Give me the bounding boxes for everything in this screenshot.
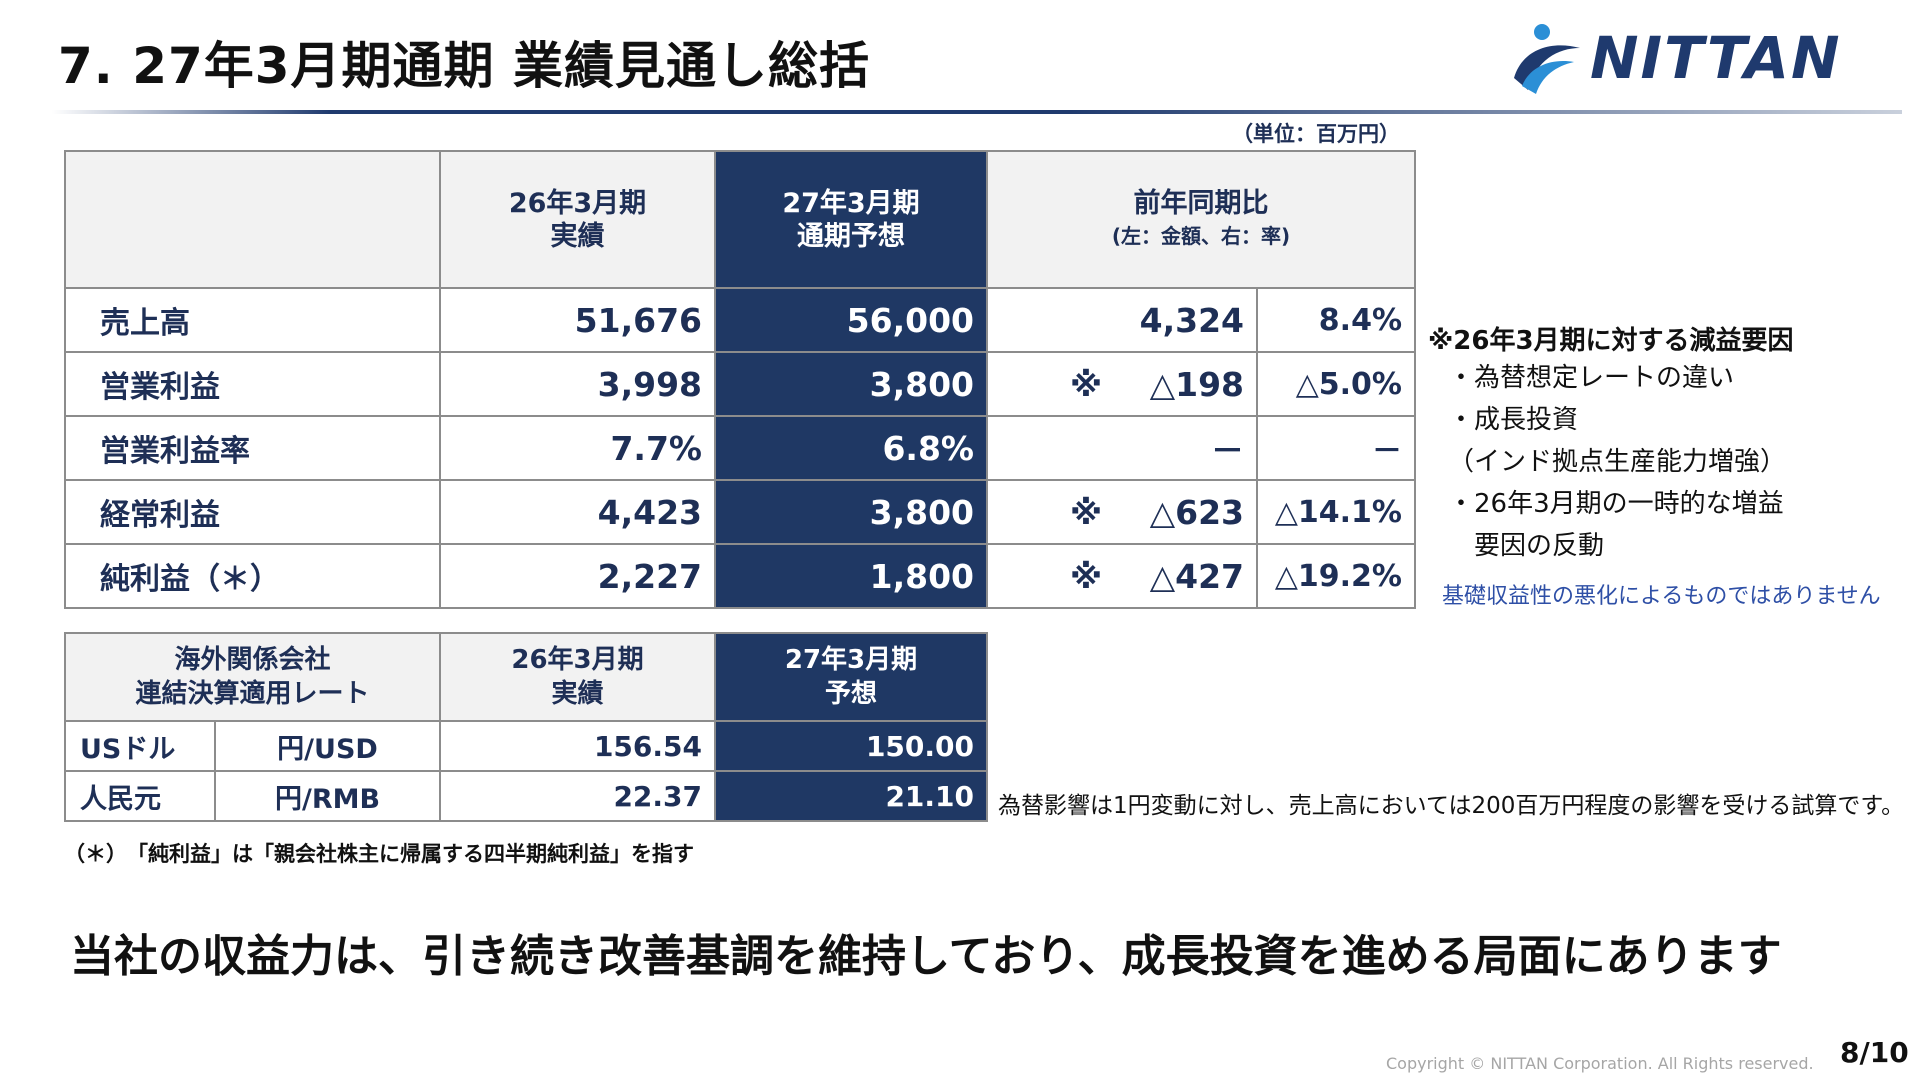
note-mark: ※ — [1070, 492, 1103, 532]
row-label: 売上高 — [64, 287, 441, 353]
page-number: 8/10 — [1840, 1036, 1909, 1069]
fx-header-fy26: 26年3月期 実績 — [439, 632, 717, 722]
yoy-rate: △14.1% — [1256, 479, 1416, 545]
header-yoy: 前年同期比 (左：金額、右：率) — [986, 150, 1416, 289]
row-label: 経常利益 — [64, 479, 441, 545]
header-fy27-line1: 27年3月期 — [782, 187, 920, 219]
yoy-diff-cell: ※ △427 — [986, 543, 1258, 609]
yoy-rate: △5.0% — [1256, 351, 1416, 417]
fx-fy27-value: 21.10 — [714, 770, 989, 822]
fy26-value: 3,998 — [439, 351, 716, 417]
table-row: 人民元 円/RMB 22.37 21.10 — [64, 770, 989, 822]
currency-name: USドル — [64, 720, 216, 772]
fx-header-row: 海外関係会社 連結決算適用レート 26年3月期 実績 27年3月期 予想 — [63, 632, 989, 722]
list-item: 要因の反動 — [1448, 531, 1605, 561]
fx-impact-note: 為替影響は1円変動に対し、売上高においては200百万円程度の影響を受ける試算です… — [998, 793, 1905, 819]
list-item: ・成長投資 — [1448, 405, 1579, 435]
fx-fy26-value: 22.37 — [439, 770, 717, 822]
fx-header-fy27-line2: 予想 — [825, 679, 878, 709]
key-message: 当社の収益力は、引き続き改善基調を維持しており、成長投資を進める局面にあります — [70, 931, 1782, 982]
logo-swoosh-icon — [1514, 24, 1580, 94]
fy26-value: 4,423 — [439, 479, 716, 545]
header-yoy-line1: 前年同期比 — [1133, 187, 1269, 219]
table-row: 売上高 51,676 56,000 4,324 8.4% — [64, 287, 1416, 353]
fx-header-label-line1: 海外関係会社 — [174, 645, 331, 675]
fx-fy27-value: 150.00 — [714, 720, 989, 772]
note-mark: ※ — [1070, 364, 1103, 404]
forecast-summary-table: 26年3月期 実績 27年3月期 通期予想 前年同期比 (左：金額、右：率) 売… — [64, 150, 1416, 609]
fy27-value: 6.8% — [714, 415, 988, 481]
yoy-diff: － — [1211, 431, 1244, 470]
table-row: USドル 円/USD 156.54 150.00 — [64, 720, 989, 772]
yoy-diff: 4,324 — [1139, 300, 1244, 340]
table-row: 営業利益率 7.7% 6.8% － － — [64, 415, 1416, 481]
row-label: 営業利益 — [64, 351, 441, 417]
fx-header-fy26-line1: 26年3月期 — [511, 645, 644, 675]
yoy-diff-cell: ※ △198 — [986, 351, 1258, 417]
note-mark: ※ — [1070, 556, 1103, 596]
list-item: ・26年3月期の一時的な増益 — [1448, 489, 1784, 519]
header-yoy-line2: (左：金額、右：率) — [1111, 223, 1291, 248]
header-fy27-line2: 通期予想 — [797, 220, 905, 252]
fx-header-fy27-line1: 27年3月期 — [784, 645, 918, 675]
header-empty-cell — [64, 150, 441, 289]
fy27-value: 3,800 — [714, 479, 988, 545]
yoy-diff: △623 — [1149, 492, 1244, 532]
row-label: 純利益（＊） — [64, 543, 441, 609]
header-fy26-actual: 26年3月期 実績 — [439, 150, 716, 289]
fy26-value: 7.7% — [439, 415, 716, 481]
basic-profitability-note: 基礎収益性の悪化によるものではありません — [1442, 584, 1881, 609]
list-item: ・為替想定レートの違い — [1448, 363, 1735, 393]
yoy-diff-cell: 4,324 — [986, 287, 1258, 353]
fx-rate-table: 海外関係会社 連結決算適用レート 26年3月期 実績 27年3月期 予想 USド… — [63, 632, 989, 822]
table-row: 営業利益 3,998 3,800 ※ △198 △5.0% — [64, 351, 1416, 417]
fx-header-label: 海外関係会社 連結決算適用レート — [63, 632, 442, 722]
decline-factors-title: ※26年3月期に対する減益要因 — [1428, 326, 1794, 356]
page-title: 7. 27年3月期通期 業績見通し総括 — [58, 37, 870, 95]
row-label: 営業利益率 — [64, 415, 441, 481]
yoy-diff-cell: － — [986, 415, 1258, 481]
fx-fy26-value: 156.54 — [439, 720, 717, 772]
net-income-footnote: （＊） 「純利益」は「親会社株主に帰属する四半期純利益」を指す — [64, 842, 694, 866]
header-fy26-line1: 26年3月期 — [508, 187, 647, 219]
table-row: 経常利益 4,423 3,800 ※ △623 △14.1% — [64, 479, 1416, 545]
fy26-value: 51,676 — [439, 287, 716, 353]
fy26-value: 2,227 — [439, 543, 716, 609]
table-header-row: 26年3月期 実績 27年3月期 通期予想 前年同期比 (左：金額、右：率) — [64, 150, 1416, 289]
header-fy26-line2: 実績 — [550, 220, 605, 252]
fx-header-fy26-line2: 実績 — [551, 679, 604, 709]
yoy-diff-cell: ※ △623 — [986, 479, 1258, 545]
copyright: Copyright © NITTAN Corporation. All Righ… — [1386, 1054, 1814, 1073]
currency-unit: 円/RMB — [213, 770, 442, 822]
yoy-rate: － — [1256, 415, 1416, 481]
yoy-rate: △19.2% — [1256, 543, 1416, 609]
table-row: 純利益（＊） 2,227 1,800 ※ △427 △19.2% — [64, 543, 1416, 609]
nittan-logo: NITTAN — [1508, 20, 1898, 98]
yoy-diff: △427 — [1149, 556, 1244, 596]
fx-header-label-line2: 連結決算適用レート — [135, 679, 370, 709]
fx-header-fy27: 27年3月期 予想 — [714, 632, 989, 722]
decline-factors-list: ・為替想定レートの違い ・成長投資 （インド拠点生産能力増強） ・26年3月期の… — [1448, 357, 1786, 567]
yoy-rate: 8.4% — [1256, 287, 1416, 353]
fy27-value: 1,800 — [714, 543, 988, 609]
currency-unit: 円/USD — [213, 720, 442, 772]
fy27-value: 3,800 — [714, 351, 988, 417]
unit-label: （単位：百万円） — [1232, 122, 1400, 146]
list-item: （インド拠点生産能力増強） — [1448, 447, 1787, 477]
yoy-diff: △198 — [1149, 364, 1244, 404]
title-divider — [52, 110, 1902, 114]
fy27-value: 56,000 — [714, 287, 988, 353]
currency-name: 人民元 — [64, 770, 216, 822]
logo-wordmark: NITTAN — [1590, 24, 1842, 92]
header-fy27-forecast: 27年3月期 通期予想 — [714, 150, 988, 289]
